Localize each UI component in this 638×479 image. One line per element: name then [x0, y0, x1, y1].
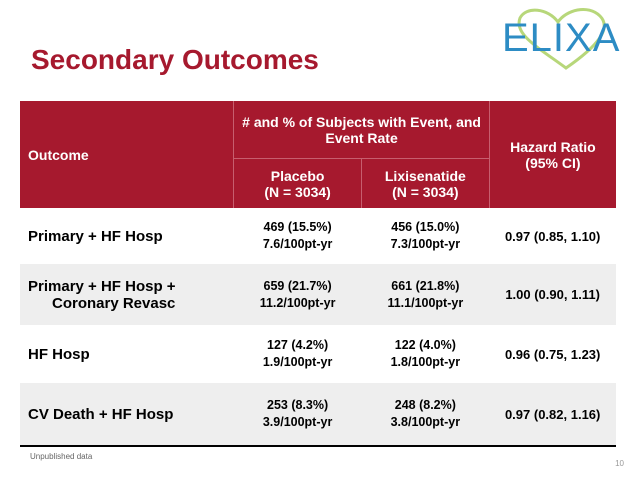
outcome-label: Primary + HF Hosp +: [28, 277, 176, 295]
outcome-cell: Primary + HF Hosp: [20, 208, 234, 264]
outcome-label: CV Death + HF Hosp: [28, 405, 174, 423]
logo-text: ELIXA: [502, 16, 621, 60]
table-row: Primary + HF Hosp + Coronary Revasc 659 (…: [20, 264, 616, 325]
outcome-cell: CV Death + HF Hosp: [20, 383, 234, 447]
header-placebo-line1: Placebo: [270, 167, 325, 184]
placebo-rate: 3.9/100pt-yr: [262, 415, 333, 429]
lixi-count: 248 (8.2%): [394, 398, 456, 412]
table-row: Primary + HF Hosp 469 (15.5%) 7.6/100pt-y…: [20, 208, 616, 264]
lixi-count: 122 (4.0%): [394, 338, 456, 352]
header-outcome: Outcome: [20, 101, 234, 208]
hazard-ratio-cell: 1.00 (0.90, 1.11): [489, 264, 616, 325]
outcome-label-line2: Coronary Revasc: [52, 294, 176, 312]
table-row: CV Death + HF Hosp 253 (8.3%) 3.9/100pt-y…: [20, 383, 616, 447]
header-lixi-line1: Lixisenatide: [384, 167, 466, 184]
hazard-ratio-cell: 0.97 (0.85, 1.10): [489, 208, 616, 264]
elixa-logo: ELIXA: [496, 6, 636, 74]
placebo-count: 469 (15.5%): [263, 220, 332, 234]
lixi-rate: 1.8/100pt-yr: [390, 355, 461, 369]
lixi-cell: 248 (8.2%) 3.8/100pt-yr: [361, 383, 490, 447]
placebo-rate: 7.6/100pt-yr: [262, 237, 333, 251]
header-hr-line2: (95% CI): [525, 154, 581, 171]
header-lixi-line2: (N = 3034): [392, 183, 459, 200]
header-hr-line1: Hazard Ratio: [510, 138, 596, 155]
placebo-rate: 1.9/100pt-yr: [262, 355, 333, 369]
header-placebo-line2: (N = 3034): [264, 183, 331, 200]
heart-logo-icon: [517, 7, 606, 70]
placebo-cell: 659 (21.7%) 11.2/100pt-yr: [233, 264, 362, 325]
lixi-count: 456 (15.0%): [391, 220, 460, 234]
lixi-rate: 7.3/100pt-yr: [390, 237, 461, 251]
page-title: Secondary Outcomes: [31, 44, 319, 75]
footnote: Unpublished data: [30, 452, 93, 461]
lixi-rate: 3.8/100pt-yr: [390, 415, 461, 429]
outcome-label: Primary + HF Hosp: [28, 227, 163, 245]
outcome-cell: Primary + HF Hosp + Coronary Revasc: [20, 264, 234, 325]
placebo-cell: 469 (15.5%) 7.6/100pt-yr: [233, 208, 362, 264]
placebo-rate: 11.2/100pt-yr: [259, 295, 336, 310]
placebo-count: 253 (8.3%): [267, 398, 329, 412]
header-lixisenatide: Lixisenatide (N = 3034): [360, 158, 490, 208]
lixi-cell: 456 (15.0%) 7.3/100pt-yr: [361, 208, 490, 264]
placebo-count: 127 (4.2%): [267, 338, 329, 352]
placebo-cell: 127 (4.2%) 1.9/100pt-yr: [233, 325, 362, 383]
header-hazard-ratio: Hazard Ratio (95% CI): [488, 101, 616, 208]
outcome-label: HF Hosp: [28, 345, 90, 363]
page-number: 10: [615, 459, 624, 468]
hazard-ratio-cell: 0.97 (0.82, 1.16): [489, 383, 616, 447]
placebo-cell: 253 (8.3%) 3.9/100pt-yr: [233, 383, 362, 447]
header-group: # and % of Subjects with Event, and Even…: [233, 101, 490, 159]
lixi-cell: 661 (21.8%) 11.1/100pt-yr: [361, 264, 490, 325]
lixi-rate: 11.1/100pt-yr: [387, 295, 464, 310]
outcomes-table: Outcome # and % of Subjects with Event, …: [20, 101, 616, 447]
lixi-count: 661 (21.8%): [391, 278, 460, 293]
placebo-count: 659 (21.7%): [263, 278, 332, 293]
table-row: HF Hosp 127 (4.2%) 1.9/100pt-yr 122 (4.0%…: [20, 325, 616, 383]
outcome-cell: HF Hosp: [20, 325, 234, 383]
hazard-ratio-cell: 0.96 (0.75, 1.23): [489, 325, 616, 383]
header-placebo: Placebo (N = 3034): [233, 158, 362, 208]
lixi-cell: 122 (4.0%) 1.8/100pt-yr: [361, 325, 490, 383]
